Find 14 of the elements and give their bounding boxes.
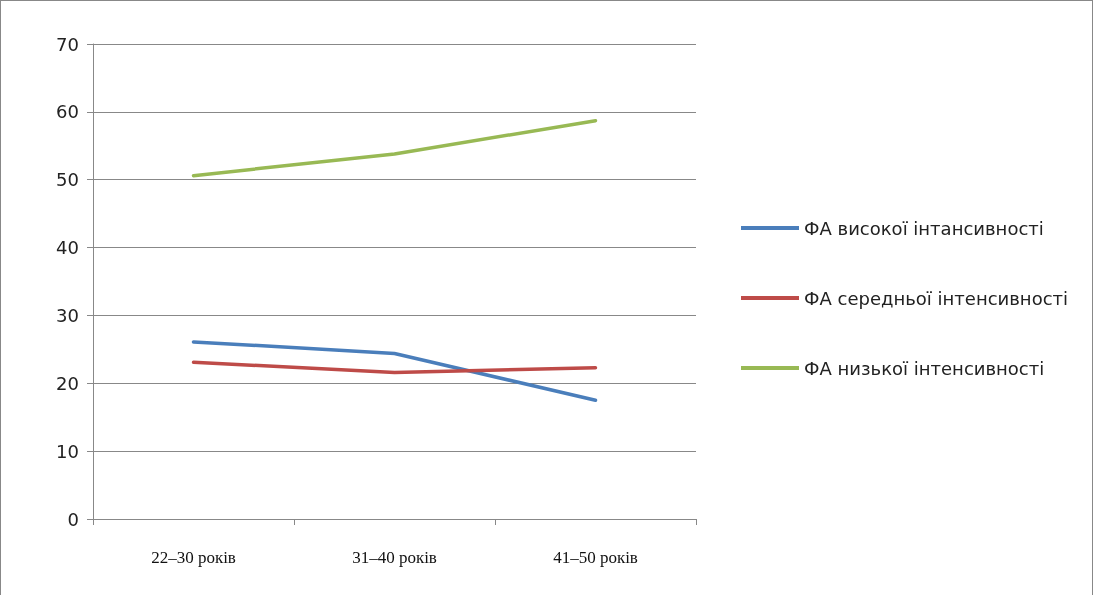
y-tick-label: 0 xyxy=(67,508,79,530)
legend-label: ФА низької інтенсивності xyxy=(804,357,1045,379)
y-tick-label: 40 xyxy=(56,237,79,259)
y-tick-label: 70 xyxy=(56,33,79,55)
x-tick-label: 22–30 років xyxy=(151,548,236,567)
x-tick-label: 41–50 років xyxy=(553,548,638,567)
legend-label: ФА високої інтансивності xyxy=(804,217,1044,239)
y-tick-label: 20 xyxy=(56,372,79,394)
y-tick-label: 60 xyxy=(56,101,79,123)
y-tick-label: 30 xyxy=(56,304,79,326)
y-tick-label: 10 xyxy=(56,440,79,462)
legend-label: ФА середньої інтенсивності xyxy=(804,287,1069,309)
y-tick-label: 50 xyxy=(56,169,79,191)
x-tick-label: 31–40 років xyxy=(352,548,437,567)
